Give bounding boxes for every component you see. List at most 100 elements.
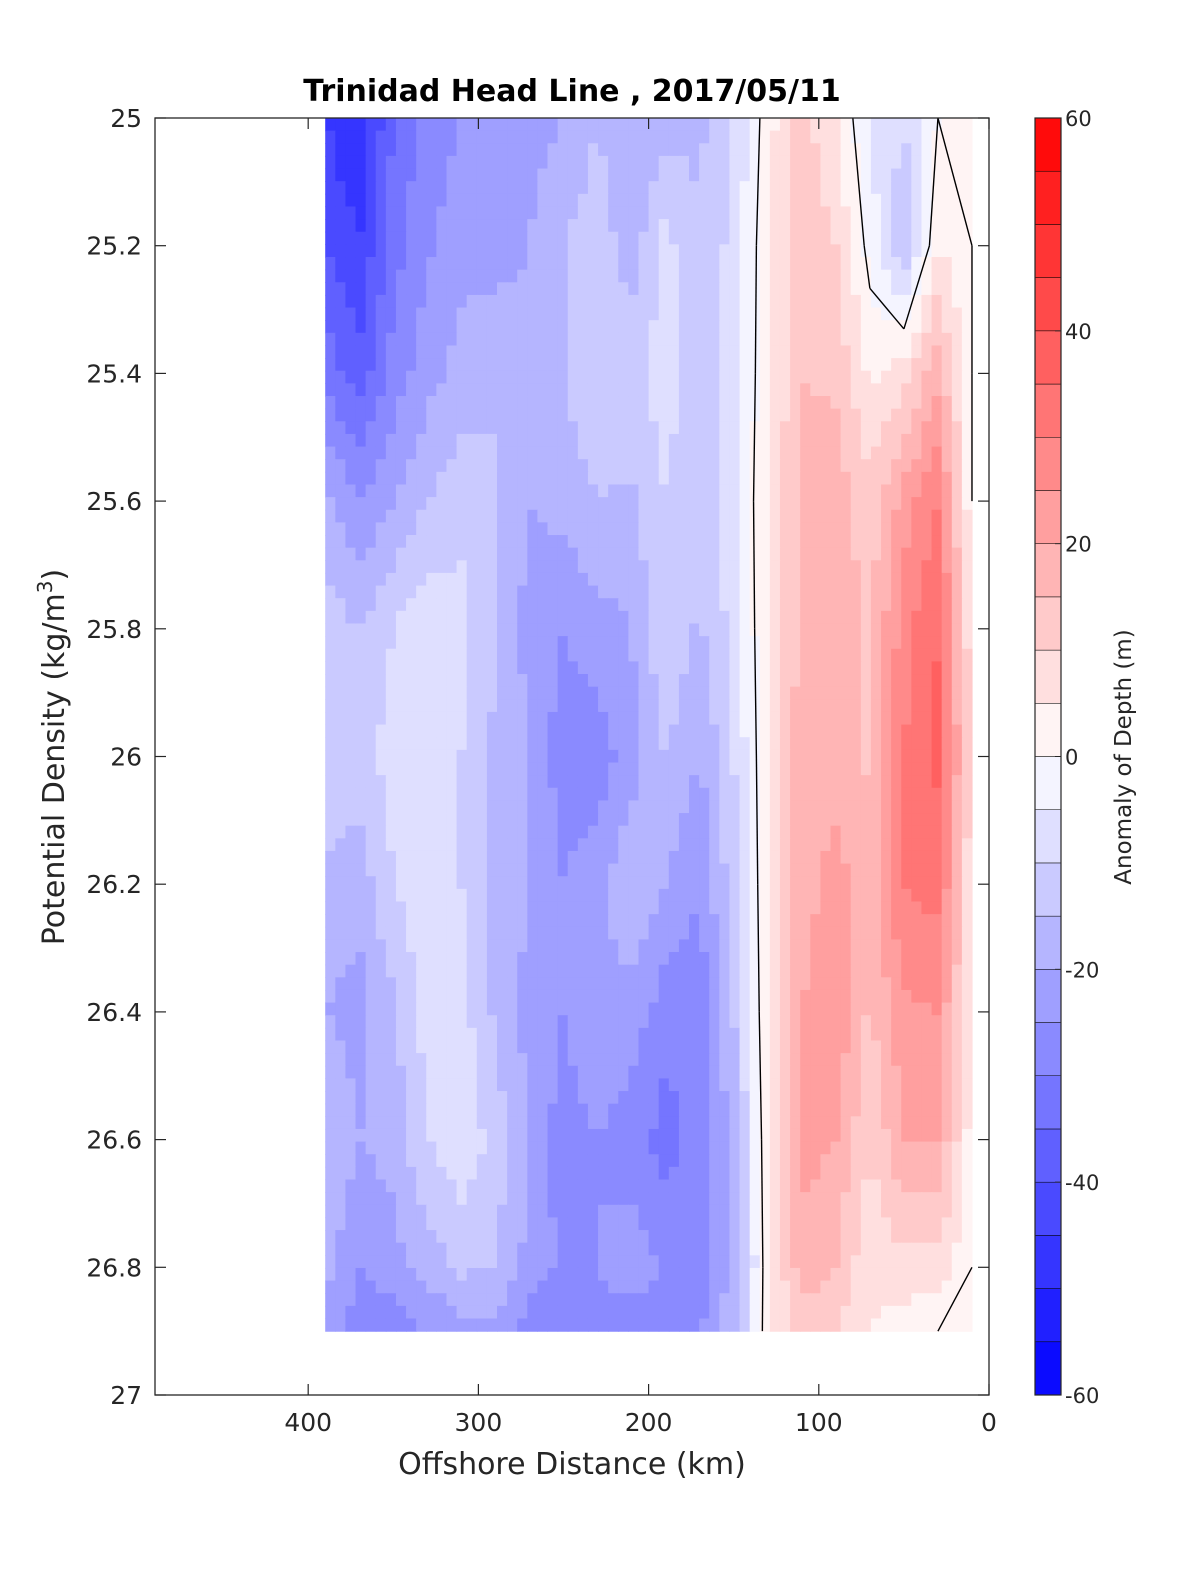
field-cell — [507, 446, 518, 460]
field-cell — [466, 446, 478, 460]
field-cell — [385, 257, 397, 271]
field-cell — [385, 888, 397, 903]
field-cell — [355, 155, 367, 170]
field-cell — [436, 610, 448, 625]
field-cell — [891, 307, 902, 321]
field-cell — [416, 749, 427, 764]
field-cell — [355, 623, 367, 637]
field-cell — [355, 471, 367, 486]
field-cell — [870, 1091, 882, 1105]
field-cell — [790, 989, 801, 1004]
field-cell — [668, 307, 680, 321]
field-cell — [547, 231, 559, 245]
field-cell — [830, 1040, 842, 1054]
field-cell — [719, 749, 731, 764]
field-cell — [881, 598, 892, 612]
field-cell — [345, 686, 357, 700]
field-cell — [375, 952, 387, 966]
field-cell — [456, 1078, 468, 1092]
field-cell — [961, 471, 973, 486]
field-cell — [800, 598, 811, 612]
field-cell — [901, 1053, 912, 1067]
field-cell — [699, 686, 710, 700]
field-cell — [870, 800, 882, 814]
field-cell — [921, 193, 933, 208]
field-cell — [497, 155, 508, 170]
field-cell — [486, 762, 498, 776]
field-cell — [598, 926, 609, 941]
field-cell — [345, 522, 357, 536]
field-cell — [517, 901, 528, 915]
field-cell — [436, 914, 448, 928]
field-cell — [608, 459, 619, 473]
field-cell — [689, 446, 700, 460]
field-cell — [527, 560, 539, 574]
field-cell — [537, 370, 549, 384]
field-cell — [759, 332, 771, 347]
field-cell — [355, 269, 367, 283]
field-cell — [911, 914, 923, 928]
field-cell — [466, 914, 478, 928]
field-cell — [779, 408, 791, 422]
field-cell — [618, 459, 629, 473]
field-cell — [486, 623, 498, 637]
field-cell — [941, 787, 953, 801]
field-cell — [577, 914, 589, 928]
field-cell — [678, 838, 690, 852]
field-cell — [961, 636, 973, 650]
field-cell — [436, 1078, 448, 1092]
field-cell — [901, 370, 912, 384]
field-cell — [456, 749, 468, 764]
field-cell — [739, 509, 751, 523]
field-cell — [678, 1053, 690, 1067]
field-cell — [567, 724, 579, 738]
field-cell — [547, 901, 559, 915]
field-cell — [527, 193, 539, 208]
field-cell — [840, 838, 852, 852]
field-cell — [860, 598, 872, 612]
field-cell — [901, 257, 912, 271]
field-cell — [345, 964, 357, 978]
field-cell — [466, 332, 478, 347]
field-cell — [719, 547, 731, 561]
field-cell — [648, 1091, 660, 1105]
field-cell — [325, 648, 336, 662]
field-cell — [577, 421, 589, 435]
field-cell — [446, 863, 458, 877]
field-cell — [820, 484, 832, 498]
field-cell — [345, 749, 357, 764]
field-cell — [547, 686, 559, 700]
field-cell — [456, 484, 468, 498]
field-cell — [375, 560, 387, 574]
field-cell — [577, 206, 589, 220]
field-cell — [345, 320, 357, 334]
field-cell — [325, 737, 336, 751]
field-cell — [587, 598, 599, 612]
field-cell — [860, 320, 872, 334]
field-cell — [375, 497, 387, 511]
field-cell — [668, 699, 680, 713]
field-cell — [618, 623, 629, 637]
field-cell — [840, 1065, 852, 1080]
field-cell — [779, 926, 791, 941]
field-cell — [567, 484, 579, 498]
field-cell — [709, 257, 720, 271]
field-cell — [769, 396, 781, 410]
field-cell — [497, 294, 508, 309]
field-cell — [527, 484, 539, 498]
field-cell — [507, 219, 518, 233]
field-cell — [497, 320, 508, 334]
field-cell — [921, 724, 933, 738]
field-cell — [820, 800, 832, 814]
field-cell — [395, 459, 407, 473]
field-cell — [648, 294, 660, 309]
field-cell — [689, 257, 700, 271]
field-cell — [668, 257, 680, 271]
field-cell — [587, 1078, 599, 1092]
field-cell — [527, 383, 539, 397]
field-cell — [941, 244, 953, 258]
field-cell — [739, 572, 751, 587]
field-cell — [739, 1053, 751, 1067]
field-cell — [860, 989, 872, 1004]
field-cell — [325, 749, 336, 764]
